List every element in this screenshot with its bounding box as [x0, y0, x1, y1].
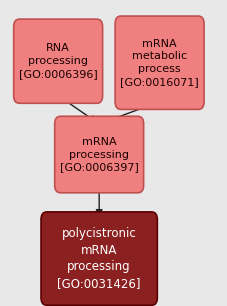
- Text: RNA
processing
[GO:0006396]: RNA processing [GO:0006396]: [19, 43, 97, 79]
- FancyBboxPatch shape: [54, 116, 143, 193]
- FancyBboxPatch shape: [115, 16, 203, 110]
- FancyBboxPatch shape: [14, 19, 102, 103]
- Text: mRNA
processing
[GO:0006397]: mRNA processing [GO:0006397]: [59, 137, 138, 172]
- Text: mRNA
metabolic
process
[GO:0016071]: mRNA metabolic process [GO:0016071]: [120, 39, 198, 87]
- FancyBboxPatch shape: [41, 212, 157, 305]
- Text: polycistronic
mRNA
processing
[GO:0031426]: polycistronic mRNA processing [GO:003142…: [57, 227, 140, 290]
